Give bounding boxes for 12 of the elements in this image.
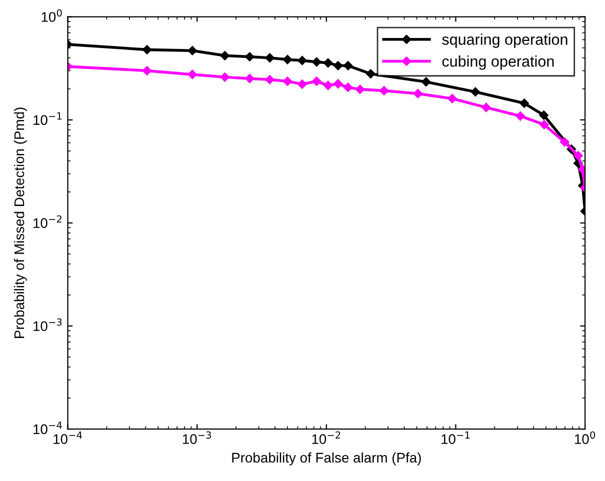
x-tick-label: 10$^{0}$ bbox=[574, 431, 596, 444]
y-tick-label: 10$^{−3}$ bbox=[34, 318, 62, 332]
y-tick-label: 10$^{−2}$ bbox=[34, 215, 62, 228]
x-axis-title: Probability of False alarm (Pfa) bbox=[232, 452, 421, 466]
y-axis-title: Probability of Missed Detection (Pmd) bbox=[14, 108, 27, 338]
y-tick-label: 10$^{−1}$ bbox=[34, 112, 62, 125]
x-tick-label: 10$^{−3}$ bbox=[182, 431, 212, 444]
y-tick-label: 10$^{0}$ bbox=[42, 9, 62, 22]
x-tick-label: 10$^{−1}$ bbox=[442, 431, 470, 444]
x-tick-label: 10$^{−2}$ bbox=[312, 431, 340, 444]
legend-label: cubing operation bbox=[442, 56, 554, 70]
legend-label: squaring operation bbox=[442, 34, 568, 48]
